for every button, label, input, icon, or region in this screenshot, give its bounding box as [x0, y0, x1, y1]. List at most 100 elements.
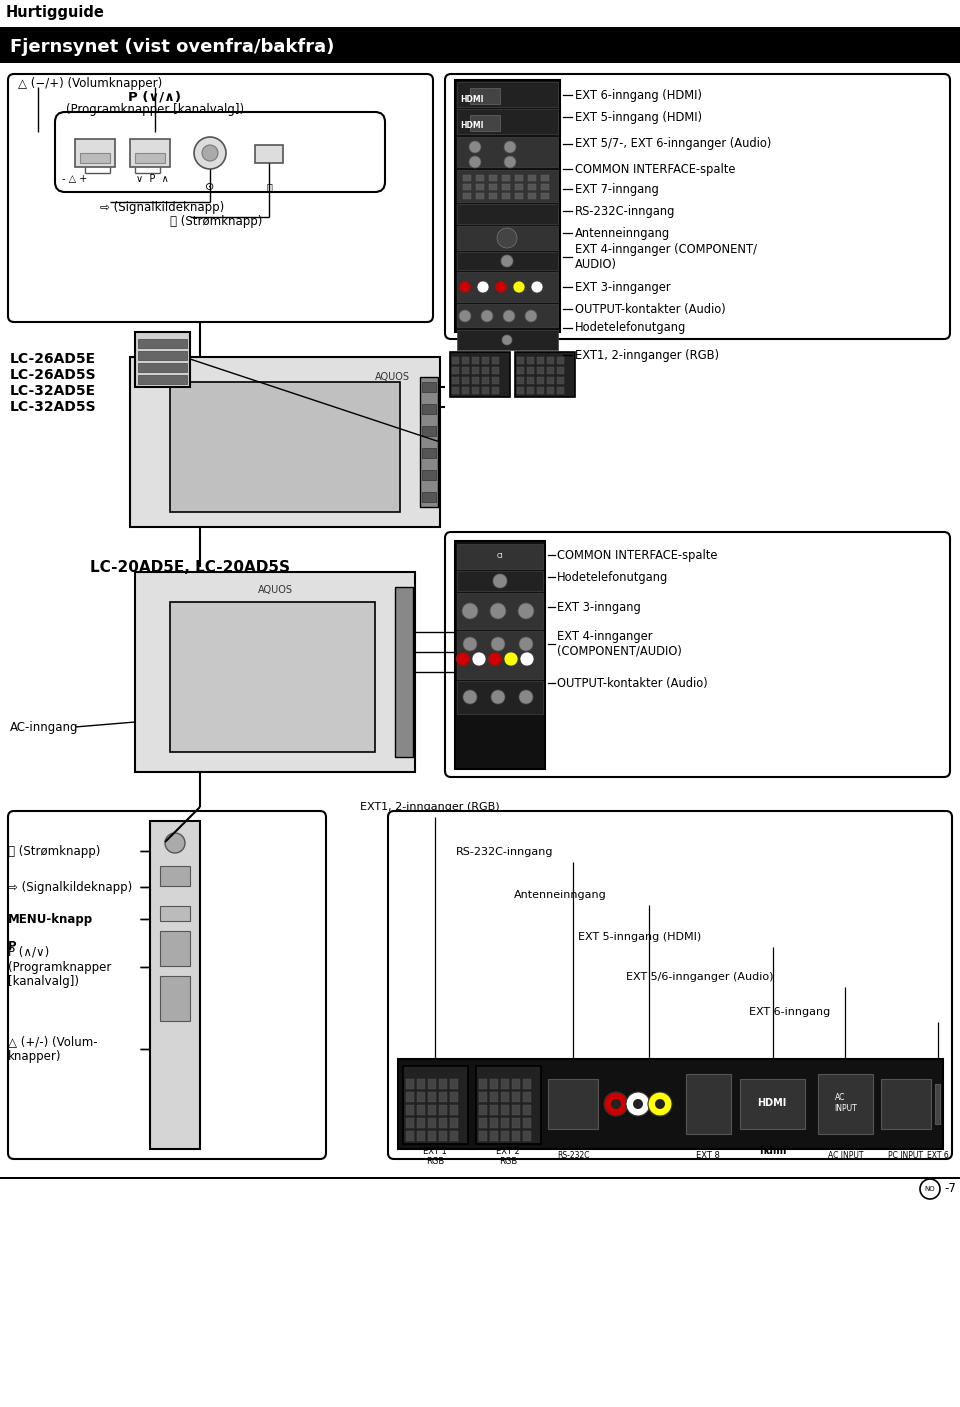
Bar	[457, 304, 558, 326]
Bar	[479, 1131, 487, 1141]
Bar	[428, 1092, 436, 1102]
Bar	[557, 387, 564, 394]
Bar	[527, 367, 534, 374]
Bar	[541, 184, 549, 190]
Bar	[452, 357, 459, 364]
Bar	[457, 252, 558, 270]
Circle shape	[490, 604, 506, 619]
Circle shape	[462, 604, 478, 619]
Text: EXT 8: EXT 8	[696, 1151, 720, 1161]
Circle shape	[463, 689, 477, 704]
Bar	[417, 1092, 425, 1102]
Bar	[457, 170, 558, 203]
Circle shape	[519, 637, 533, 651]
Bar	[479, 1104, 487, 1114]
Text: EXT 5-inngang (HDMI): EXT 5-inngang (HDMI)	[578, 931, 702, 943]
Bar	[160, 906, 190, 922]
Bar	[135, 153, 165, 163]
Bar	[403, 1067, 468, 1144]
Bar	[455, 80, 560, 332]
Bar	[455, 542, 545, 770]
Text: EXT 3-innganger: EXT 3-innganger	[575, 280, 671, 294]
Bar	[422, 470, 436, 480]
Bar	[482, 367, 489, 374]
Bar	[0, 1178, 960, 1179]
Bar	[470, 89, 500, 104]
Bar	[501, 1104, 509, 1114]
Bar	[501, 1119, 509, 1128]
Bar	[482, 377, 489, 384]
Bar	[457, 545, 543, 568]
Bar	[482, 357, 489, 364]
Text: AC-inngang: AC-inngang	[10, 720, 79, 733]
Bar	[138, 339, 187, 348]
Text: AC
INPUT: AC INPUT	[834, 1093, 857, 1113]
Bar	[472, 357, 479, 364]
Bar	[527, 357, 534, 364]
Bar	[537, 387, 544, 394]
Text: ⇨ (Signalkildeknapp): ⇨ (Signalkildeknapp)	[100, 201, 225, 214]
Bar	[512, 1119, 520, 1128]
Bar	[462, 387, 469, 394]
Text: P: P	[8, 940, 16, 954]
Circle shape	[491, 689, 505, 704]
Bar	[450, 1079, 458, 1089]
Bar	[479, 1119, 487, 1128]
Bar	[490, 1079, 498, 1089]
Text: LC-26AD5E: LC-26AD5E	[10, 352, 96, 366]
Bar	[135, 332, 190, 387]
Bar	[138, 376, 187, 384]
Bar	[422, 426, 436, 436]
Bar	[528, 174, 536, 182]
Bar	[479, 1079, 487, 1089]
Bar	[406, 1104, 414, 1114]
Bar	[686, 1074, 731, 1134]
Text: AQUOS: AQUOS	[375, 371, 410, 381]
Bar	[422, 492, 436, 502]
Text: EXT 2: EXT 2	[496, 1147, 520, 1155]
Bar	[160, 931, 190, 967]
Bar	[523, 1119, 531, 1128]
Text: Hodetelefonutgang: Hodetelefonutgang	[557, 570, 668, 584]
Bar	[417, 1119, 425, 1128]
Bar	[523, 1104, 531, 1114]
Bar	[439, 1092, 447, 1102]
Bar	[515, 193, 523, 198]
Bar	[406, 1079, 414, 1089]
Text: ⊙: ⊙	[205, 182, 215, 191]
Bar	[138, 363, 187, 371]
Bar	[406, 1119, 414, 1128]
Text: Antenneinngang: Antenneinngang	[514, 891, 607, 900]
Text: AC INPUT: AC INPUT	[828, 1151, 864, 1161]
Text: △ (−/+) (Volumknapper): △ (−/+) (Volumknapper)	[18, 77, 162, 90]
Bar	[512, 1092, 520, 1102]
Text: RS-232C-inngang: RS-232C-inngang	[456, 847, 554, 857]
Circle shape	[491, 637, 505, 651]
Bar	[457, 82, 558, 107]
Text: P (∧/∨)
(Programknapper
[kanalvalg]): P (∧/∨) (Programknapper [kanalvalg])	[8, 946, 111, 989]
Text: ∨  P  ∧: ∨ P ∧	[135, 174, 168, 184]
Bar	[818, 1074, 873, 1134]
Circle shape	[488, 651, 502, 666]
Text: Hodetelefonutgang: Hodetelefonutgang	[575, 322, 686, 335]
Bar	[492, 357, 499, 364]
Circle shape	[481, 310, 493, 322]
Bar	[255, 145, 283, 163]
Text: MENU-knapp: MENU-knapp	[8, 913, 93, 926]
Circle shape	[469, 141, 481, 153]
Circle shape	[633, 1099, 643, 1109]
Bar	[515, 174, 523, 182]
Text: LC-32AD5E: LC-32AD5E	[10, 384, 96, 398]
Bar	[557, 367, 564, 374]
Circle shape	[604, 1092, 628, 1116]
Bar	[472, 367, 479, 374]
Text: EXT 6-inngang: EXT 6-inngang	[750, 1007, 830, 1017]
Text: RGB: RGB	[426, 1157, 444, 1165]
Bar	[395, 587, 413, 757]
Text: (Programknapper [kanalvalg]): (Programknapper [kanalvalg])	[66, 103, 244, 115]
Text: EXT 1: EXT 1	[423, 1147, 446, 1155]
Bar	[170, 381, 400, 512]
Circle shape	[502, 335, 512, 345]
Bar	[450, 1104, 458, 1114]
Circle shape	[459, 281, 471, 293]
